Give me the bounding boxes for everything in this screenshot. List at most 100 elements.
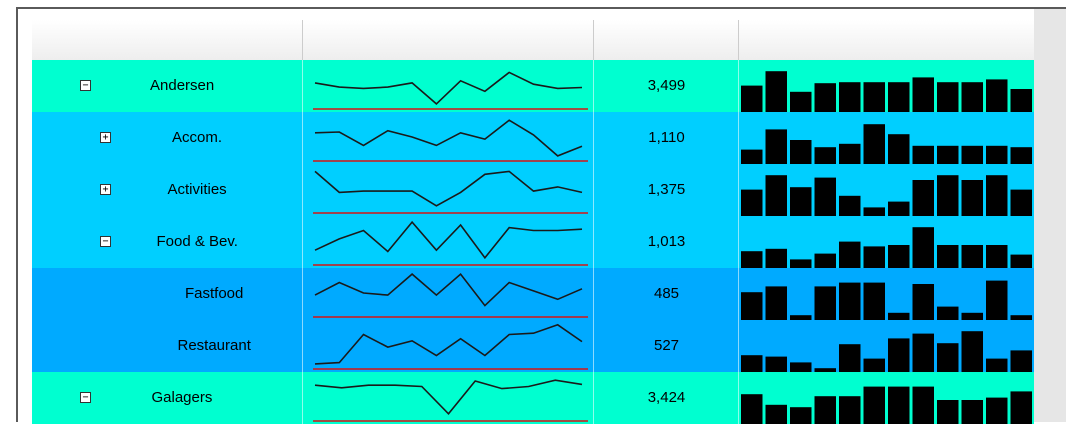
bars-cell (738, 320, 1035, 372)
mini-bar (986, 145, 1008, 164)
mini-bar (1010, 315, 1032, 320)
sparkline-chart (313, 323, 588, 370)
trend-cell (302, 320, 594, 372)
mini-bar (814, 396, 836, 424)
header-trend[interactable] (302, 20, 594, 60)
header-name[interactable] (32, 20, 302, 60)
mini-bar (912, 180, 934, 216)
mini-bar (937, 306, 959, 320)
mini-bar (814, 368, 836, 372)
sparkline-chart (313, 119, 588, 162)
mini-bar (1010, 147, 1032, 164)
tree-row[interactable]: + Activities 1,375 (32, 164, 1034, 216)
mini-bar (1010, 189, 1032, 216)
name-cell: − Galagers (32, 372, 302, 424)
row-label: Andersen (150, 77, 215, 94)
mini-bar (741, 189, 763, 216)
total-value: 527 (653, 337, 680, 354)
mini-bar (888, 338, 910, 372)
mini-bar (912, 386, 934, 424)
mini-bar (937, 343, 959, 372)
mini-bar (986, 358, 1008, 372)
tree-row[interactable]: + Accom. 1,110 (32, 112, 1034, 164)
tree-row[interactable]: − Galagers 3,424 (32, 372, 1034, 424)
mini-bar-chart (741, 227, 1032, 268)
total-value: 1,110 (648, 129, 685, 146)
mini-bar (839, 241, 861, 268)
mini-bar (790, 187, 812, 216)
mini-bar (937, 175, 959, 216)
mini-bar (937, 82, 959, 112)
name-cell: − Andersen (32, 60, 302, 112)
mini-bar (765, 71, 787, 112)
trend-cell (302, 268, 594, 320)
bars-cell (738, 112, 1035, 164)
tree-row[interactable]: Restaurant 527 (32, 320, 1034, 372)
mini-bar (888, 312, 910, 320)
total-value: 3,424 (647, 389, 686, 406)
mini-bar (814, 147, 836, 164)
bars-cell (738, 216, 1035, 268)
name-cell: − Food & Bev. (32, 216, 302, 268)
total-cell: 527 (593, 320, 739, 372)
sparkline-line (314, 272, 583, 307)
tree-row[interactable]: Fastfood 485 (32, 268, 1034, 320)
name-cell: + Accom. (32, 112, 302, 164)
collapse-icon[interactable]: − (80, 80, 91, 91)
mini-bar (912, 145, 934, 164)
mini-bar (937, 245, 959, 268)
mini-bar-chart (741, 175, 1032, 216)
bars-cell (738, 164, 1035, 216)
mini-bar (814, 177, 836, 216)
mini-bar (863, 246, 885, 268)
mini-bar (839, 82, 861, 112)
mini-bar (741, 355, 763, 372)
mini-bar (814, 253, 836, 268)
total-value: 3,499 (647, 77, 686, 94)
total-cell: 1,013 (593, 216, 739, 268)
header-total[interactable] (593, 20, 739, 60)
trend-cell (302, 164, 594, 216)
mini-bar (863, 207, 885, 216)
mini-bar (1010, 254, 1032, 268)
row-label: Accom. (172, 129, 223, 146)
mini-bar (888, 245, 910, 268)
mini-bar (986, 397, 1008, 424)
trend-cell (302, 60, 594, 112)
header-bars[interactable] (738, 20, 1035, 60)
mini-bar (814, 83, 836, 112)
expand-icon[interactable]: + (100, 184, 111, 195)
mini-bar (863, 82, 885, 112)
mini-bar (839, 195, 861, 216)
mini-bar (986, 79, 1008, 112)
trend-cell (302, 216, 594, 268)
mini-bar (814, 286, 836, 320)
mini-bar (912, 227, 934, 268)
sparkline-line (314, 220, 583, 260)
sparkline-line (314, 379, 583, 416)
mini-bar (1010, 350, 1032, 372)
mini-bar (912, 333, 934, 372)
bars-cell (738, 372, 1035, 424)
mini-bar (863, 124, 885, 164)
sparkline-line (314, 323, 583, 365)
collapse-icon[interactable]: − (80, 392, 91, 403)
mini-bar (790, 259, 812, 268)
row-label: Restaurant (177, 337, 251, 354)
grid-header (32, 20, 1034, 61)
mini-bar (839, 344, 861, 372)
mini-bar (986, 280, 1008, 320)
mini-bar (839, 143, 861, 164)
tree-row[interactable]: − Andersen 3,499 (32, 60, 1034, 112)
expand-icon[interactable]: + (100, 132, 111, 143)
mini-bar (912, 77, 934, 112)
bars-cell (738, 268, 1035, 320)
mini-bar (765, 175, 787, 216)
tree-row[interactable]: − Food & Bev. 1,013 (32, 216, 1034, 268)
sparkline-line (314, 71, 583, 105)
mini-bar-chart (741, 124, 1032, 164)
total-value: 1,013 (647, 233, 686, 250)
scroll-area[interactable] (1034, 9, 1066, 422)
collapse-icon[interactable]: − (100, 236, 111, 247)
total-cell: 1,375 (593, 164, 739, 216)
